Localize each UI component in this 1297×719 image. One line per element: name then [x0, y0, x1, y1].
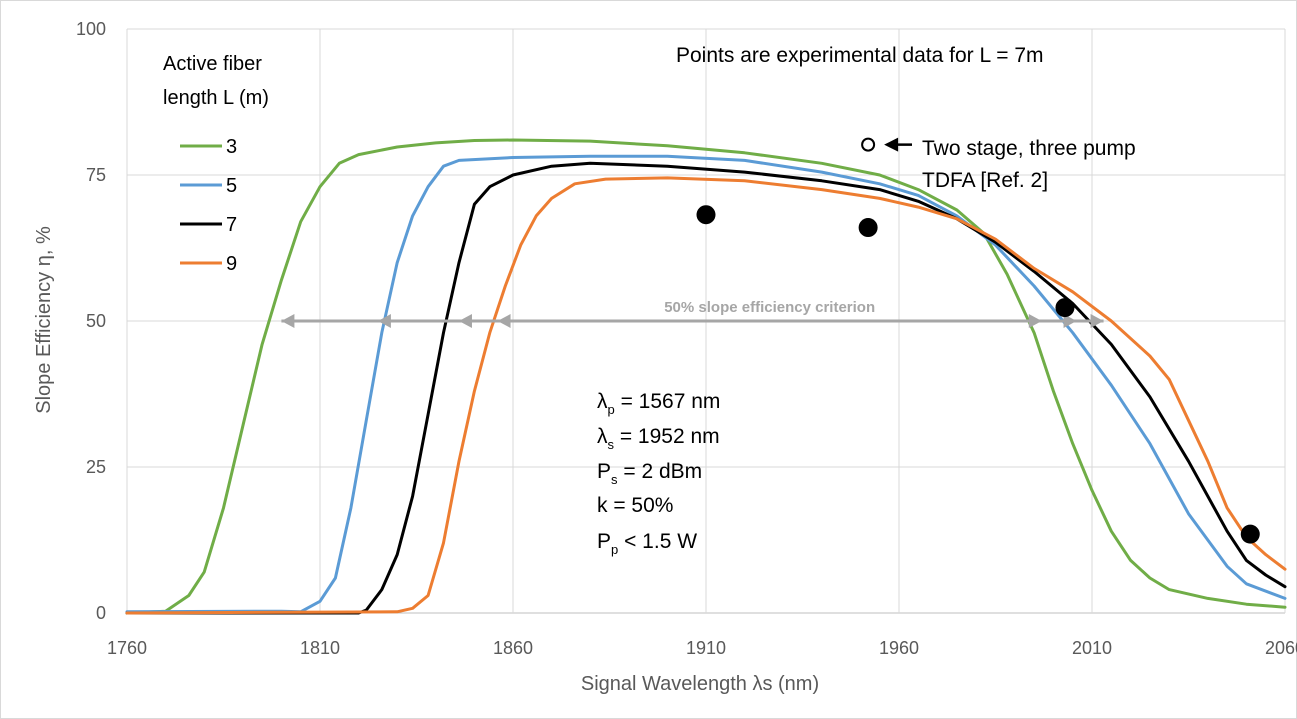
legend-label-7: 7 [226, 214, 237, 236]
criterion-label: 50% slope efficiency criterion [664, 299, 875, 316]
param-lambda-p-symbol: λ [597, 390, 608, 413]
series-lines [125, 138, 1287, 615]
x-tick-label: 2010 [1072, 638, 1112, 658]
param-p-s-sub: s [611, 472, 618, 487]
param-k: k = 50% [597, 494, 673, 517]
series-line-9 [125, 176, 1287, 615]
reference-arrow-head [884, 137, 899, 152]
y-tick-label: 25 [86, 457, 106, 477]
y-tick-labels: 0 25 50 75 100 [76, 19, 106, 623]
x-tick-label: 1760 [107, 638, 147, 658]
series-line-7 [125, 161, 1287, 615]
x-tick-label: 1910 [686, 638, 726, 658]
experimental-point [1055, 298, 1075, 318]
param-p-p-symbol: P [597, 530, 611, 553]
param-lambda-p-value: = 1567 nm [615, 390, 721, 413]
reference-label-line1: Two stage, three pump [922, 137, 1136, 160]
reference-annotation: Two stage, three pump TDFA [Ref. 2] [861, 137, 1136, 192]
experimental-point [858, 218, 878, 238]
legend: Active fiber length L (m) 3 5 7 9 [163, 53, 269, 275]
param-lambda-s-symbol: λ [597, 425, 608, 448]
y-tick-label: 75 [86, 165, 106, 185]
experimental-points [696, 205, 1260, 544]
y-tick-label: 0 [96, 603, 106, 623]
experimental-point [1240, 524, 1260, 544]
param-lambda-s: λs = 1952 nm [597, 425, 720, 452]
legend-title-line2: length L (m) [163, 87, 269, 109]
x-tick-label: 1960 [879, 638, 919, 658]
criterion-arrowhead [377, 314, 391, 328]
legend-items: 3 5 7 9 [180, 136, 237, 275]
y-axis-title: Slope Efficiency η, % [33, 226, 55, 414]
experimental-data-note: Points are experimental data for L = 7m [676, 44, 1044, 67]
param-p-s-value: = 2 dBm [618, 460, 703, 483]
legend-title-line1: Active fiber [163, 53, 262, 75]
x-axis-title: Signal Wavelength λs (nm) [581, 673, 819, 695]
param-p-s: Ps = 2 dBm [597, 460, 702, 487]
param-p-p-sub: p [611, 542, 618, 557]
param-lambda-s-sub: s [608, 437, 615, 452]
param-p-p: Pp < 1.5 W [597, 530, 697, 557]
criterion-arrowhead [1063, 314, 1077, 328]
param-p-s-symbol: P [597, 460, 611, 483]
param-lambda-p: λp = 1567 nm [597, 390, 720, 417]
param-p-p-value: < 1.5 W [618, 530, 697, 553]
y-tick-label: 50 [86, 311, 106, 331]
criterion-arrowhead [1090, 314, 1104, 328]
param-lambda-p-sub: p [608, 402, 615, 417]
criterion-arrows [281, 314, 1104, 328]
criterion-arrowhead [281, 314, 295, 328]
series-line-3 [125, 138, 1287, 615]
y-tick-label: 100 [76, 19, 106, 39]
param-lambda-s-value: = 1952 nm [614, 425, 720, 448]
series-line-5 [125, 154, 1287, 614]
criterion-arrowhead [1028, 314, 1042, 328]
criterion-arrowhead [458, 314, 472, 328]
reference-point [861, 137, 876, 152]
parameters-box: λp = 1567 nm λs = 1952 nm Ps = 2 dBm k =… [597, 390, 720, 557]
x-tick-label: 1860 [493, 638, 533, 658]
legend-label-3: 3 [226, 136, 237, 158]
legend-label-9: 9 [226, 253, 237, 275]
legend-label-5: 5 [226, 175, 237, 197]
x-tick-label: 1810 [300, 638, 340, 658]
reference-label-line2: TDFA [Ref. 2] [922, 169, 1048, 192]
criterion-arrowhead [497, 314, 511, 328]
experimental-point [696, 205, 716, 225]
